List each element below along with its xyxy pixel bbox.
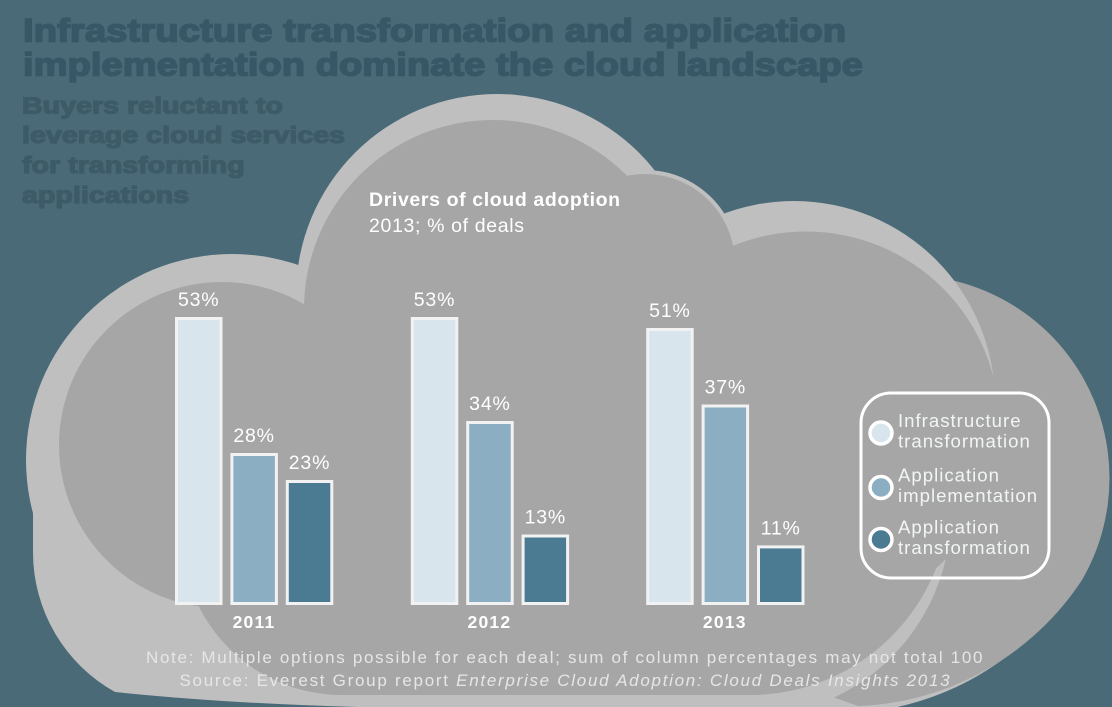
svg-text:53%: 53% [178,289,219,311]
svg-text:applications: applications [22,182,189,209]
svg-text:Note: Multiple options possibl: Note: Multiple options possible for each… [146,648,984,667]
svg-text:Infrastructure transformation: Infrastructure transformation and applic… [23,13,846,48]
svg-text:Infrastructure: Infrastructure [898,410,1022,431]
svg-text:13%: 13% [525,507,566,529]
svg-text:Drivers of cloud adoption: Drivers of cloud adoption [369,189,621,211]
svg-text:transformation: transformation [898,537,1031,558]
svg-text:34%: 34% [469,393,510,415]
svg-text:2012: 2012 [468,612,512,632]
svg-text:for transforming: for transforming [22,152,245,179]
svg-text:Application: Application [898,465,1000,486]
svg-text:Source: Everest Group report E: Source: Everest Group report Enterprise … [180,671,952,690]
svg-text:2011: 2011 [233,612,276,632]
svg-text:2013: 2013 [703,612,747,632]
svg-text:Buyers reluctant to: Buyers reluctant to [22,92,283,119]
svg-text:37%: 37% [705,377,746,399]
svg-text:28%: 28% [233,425,274,447]
svg-text:transformation: transformation [898,431,1031,452]
svg-text:implementation: implementation [898,485,1038,506]
svg-text:leverage cloud services: leverage cloud services [22,122,345,149]
svg-text:23%: 23% [289,452,330,474]
svg-text:51%: 51% [649,300,690,322]
svg-text:2013; % of deals: 2013; % of deals [369,215,525,237]
svg-text:implementation dominate the cl: implementation dominate the cloud landsc… [23,47,863,82]
svg-text:11%: 11% [761,517,801,539]
svg-text:Application: Application [898,517,1000,538]
svg-text:53%: 53% [414,289,455,311]
